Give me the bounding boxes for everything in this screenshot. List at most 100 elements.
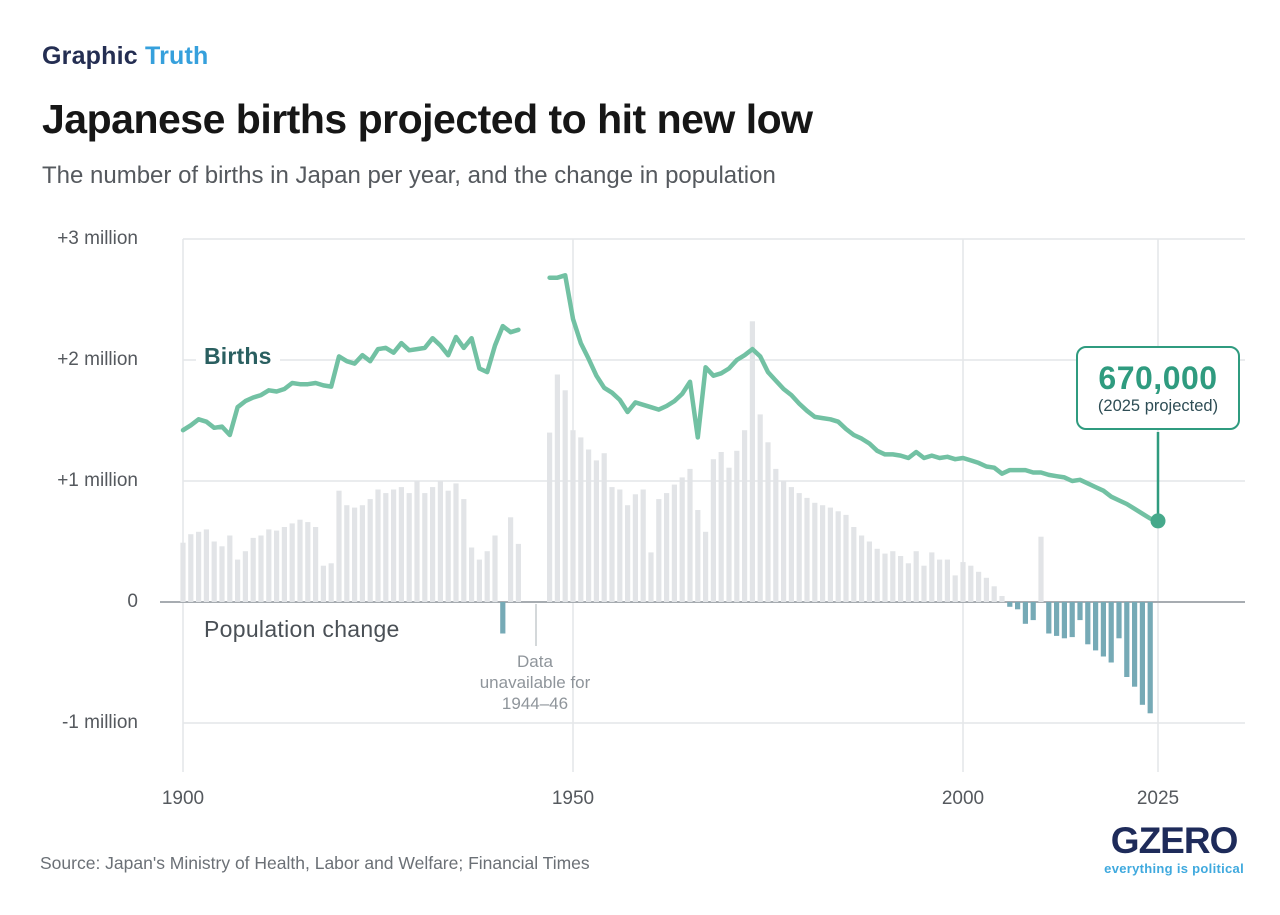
population-change-bar [336, 490, 342, 602]
population-change-bar [297, 519, 303, 602]
population-change-bar [812, 502, 818, 602]
population-change-bar [1139, 602, 1145, 705]
kicker-secondary: Truth [145, 42, 209, 70]
population-change-bar [703, 531, 709, 602]
population-change-bar [734, 450, 740, 603]
population-change-bar [1038, 536, 1044, 602]
population-change-bar [274, 530, 280, 602]
population-change-bar [1132, 602, 1138, 687]
population-change-bar [890, 551, 896, 602]
population-change-bar [671, 484, 677, 602]
population-change-bar [929, 552, 935, 602]
population-change-bar [952, 575, 958, 602]
population-change-bar [851, 527, 857, 602]
population-change-bar [359, 505, 365, 602]
population-change-bar [313, 527, 319, 602]
population-change-bar [640, 489, 646, 602]
population-change-bar [1061, 602, 1067, 639]
x-axis-tick-label: 1900 [161, 788, 205, 809]
population-change-bar [578, 437, 584, 602]
population-change-bar [227, 535, 233, 603]
population-change-bar [617, 489, 623, 602]
population-change-bar [835, 511, 841, 603]
population-change-bar [211, 541, 217, 602]
population-change-bar [742, 430, 748, 602]
population-change-bar [586, 449, 592, 602]
population-change-bar [632, 494, 638, 602]
data-unavailable-note-line1: Data [517, 652, 553, 671]
population-change-bar [882, 553, 888, 602]
population-change-bar [1108, 602, 1114, 663]
y-axis-tick-label: +3 million [57, 228, 138, 249]
population-change-bar [648, 552, 654, 602]
population-change-bar [484, 551, 490, 602]
population-change-bar [1116, 602, 1122, 639]
population-change-bar [242, 551, 248, 602]
population-change-bar [1015, 602, 1021, 610]
population-change-bar [352, 507, 358, 602]
population-change-bar [414, 481, 420, 602]
births-line [547, 273, 1161, 524]
population-change-bar [866, 541, 872, 602]
population-change-bar [921, 565, 927, 602]
population-change-bar [570, 430, 576, 602]
population-change-bar [305, 522, 311, 602]
population-change-bar [679, 477, 685, 602]
population-change-bar [328, 563, 334, 602]
population-change-bar [547, 432, 553, 602]
population-change-bar [968, 565, 974, 602]
population-change-bar [469, 547, 475, 602]
projection-end-dot [1150, 513, 1166, 529]
population-change-bar [196, 531, 202, 602]
births-series-label: Births [196, 341, 280, 372]
population-change-bar [344, 505, 350, 602]
population-change-bar [180, 542, 186, 602]
population-change-bar [1147, 602, 1153, 714]
population-change-bar [1022, 602, 1028, 624]
population-change-bar [476, 559, 482, 602]
population-change-bar [515, 543, 521, 602]
gzero-logo: GZERO everything is political [1104, 822, 1244, 877]
population-change-bar [859, 535, 865, 603]
projection-callout-value: 670,000 [1098, 359, 1218, 396]
population-change-series-label: Population change [196, 614, 408, 645]
population-change-bar [913, 551, 919, 602]
births-line [180, 323, 521, 438]
population-change-bar [601, 453, 607, 602]
population-change-bar [781, 481, 787, 602]
population-change-bar [391, 489, 397, 602]
population-change-bar [664, 493, 670, 602]
projection-callout: 670,000 (2025 projected) [1076, 346, 1240, 430]
population-change-bar [804, 497, 810, 602]
population-change-bar [773, 468, 779, 602]
y-axis-tick-label: -1 million [61, 712, 138, 733]
population-change-bar [710, 459, 716, 602]
population-change-bar [874, 548, 880, 602]
y-axis-tick-label: +1 million [57, 470, 138, 491]
population-change-bar [500, 602, 506, 634]
projection-callout-subtext: (2025 projected) [1097, 396, 1219, 415]
population-change-bar [827, 507, 833, 602]
population-change-bar [695, 510, 701, 602]
population-change-bar [1093, 602, 1099, 651]
population-change-bar [258, 535, 264, 603]
population-change-bar [453, 483, 459, 602]
population-change-bar [1054, 602, 1060, 636]
population-change-bar [289, 523, 295, 603]
population-change-bar [1030, 602, 1036, 621]
population-change-bar [726, 467, 732, 602]
population-change-bar [1124, 602, 1130, 677]
population-change-bar [843, 514, 849, 602]
kicker: Graphic Truth [42, 42, 209, 71]
population-change-bar [554, 374, 560, 602]
population-change-bar [383, 493, 389, 602]
population-change-bar [1085, 602, 1091, 645]
population-change-bar [593, 460, 599, 602]
x-axis-tick-label: 2000 [941, 788, 985, 809]
page-subtitle: The number of births in Japan per year, … [42, 162, 776, 189]
population-change-bar [508, 517, 514, 602]
population-change-bar [749, 321, 755, 602]
